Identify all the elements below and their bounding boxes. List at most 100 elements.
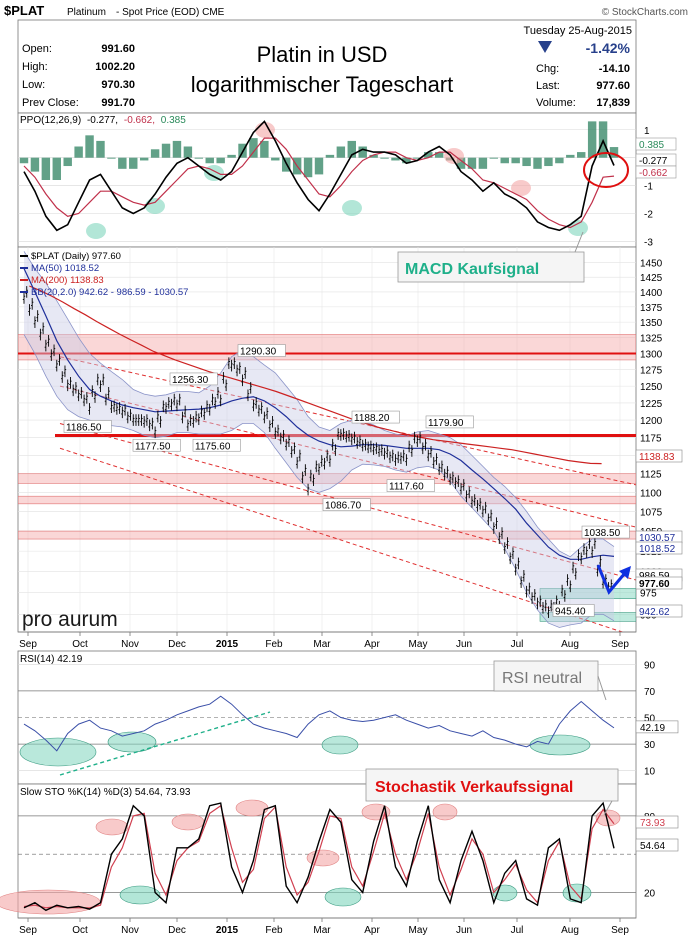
stoch-last-labels: 73.93 54.64	[635, 815, 679, 852]
legend-entry: $PLAT (Daily) 977.60	[31, 251, 121, 262]
x-tick-label: Sep	[19, 925, 37, 936]
ohlc-value: 970.30	[101, 79, 135, 91]
price-annotation: 1186.50	[66, 422, 102, 433]
ppo-hist-bar	[402, 157, 411, 164]
price-tick-label: 1350	[640, 318, 663, 329]
ppo-hist-bar	[478, 157, 488, 169]
ppo-legend-hist: 0.385	[161, 115, 186, 126]
ppo-tick-label: -2	[644, 210, 653, 221]
price-tick-label: 1175	[640, 434, 662, 445]
rsi-last-value: 42.19	[640, 723, 665, 734]
rsi-last-box	[635, 720, 679, 734]
rsi-zones	[19, 731, 591, 767]
price-tick-label: 1125	[640, 470, 662, 481]
ppo-hist-bar	[52, 157, 61, 180]
channel-line	[59, 356, 636, 486]
x-tick-label: Feb	[265, 925, 283, 936]
price-annotation-box	[63, 420, 112, 433]
instrument-desc: - Spot Price (EOD) CME	[116, 7, 225, 18]
x-tick-label: Jun	[456, 925, 472, 936]
rsi-axis: 90 70 50 30 10	[644, 660, 656, 777]
ppo-hist-bar	[555, 157, 564, 164]
symbol: $PLAT	[4, 3, 44, 18]
x-axis-bottom: Sep Oct Nov Dec 2015 Feb Mar Apr May Jun Jul Aug Sep	[18, 917, 636, 936]
price-tick-label: 1200	[640, 416, 663, 427]
ohlc-value: 991.60	[101, 43, 135, 55]
price-annotation-box	[351, 410, 400, 424]
ppo-last-box	[635, 137, 677, 151]
stat-label: Last:	[536, 80, 560, 92]
ohlc-value: 1002.20	[95, 61, 135, 73]
ppo-hist-bar	[74, 146, 83, 158]
price-tick-label: 1450	[640, 259, 663, 270]
bollinger-band-fill	[24, 251, 614, 628]
ppo-panel: PPO(12,26,9) -0.277, -0.662, 0.385 10-1-…	[17, 112, 677, 248]
ppo-hist-bar	[96, 140, 105, 158]
change-percent: -1.42%	[586, 40, 631, 56]
legend-entry: MA(50) 1018.52	[31, 263, 99, 274]
ppo-hist-bar	[336, 146, 346, 158]
macd-callout-pointer	[574, 231, 584, 253]
x-tick-label: Dec	[168, 925, 186, 936]
stoch-last-value: 73.93	[640, 818, 665, 829]
stoch-highlight	[562, 883, 592, 903]
ppo-hist-bar	[544, 157, 553, 167]
ppo-hist-bar	[347, 140, 356, 158]
ppo-legend: PPO(12,26,9) -0.277, -0.662, 0.385	[20, 115, 186, 126]
price-tick-label: 1325	[640, 334, 663, 345]
price-last-value: 1138.83	[639, 452, 675, 463]
x-tick-label: May	[409, 639, 428, 650]
chart-title-line2: logarithmischer Tageschart	[191, 72, 454, 97]
price-axis: 9509751000102510501075110011251150117512…	[640, 259, 663, 622]
ppo-hist-bar	[129, 157, 138, 169]
ppo-hist-bar	[118, 157, 127, 169]
header: $PLAT Platinum - Spot Price (EOD) CME © …	[4, 3, 688, 114]
price-last-box	[635, 604, 683, 618]
x-axis-top: Sep Oct Nov Dec 2015 Feb Mar Apr May Jun Jul Aug Sep	[18, 631, 636, 650]
rsi-line	[23, 695, 615, 752]
price-bars	[22, 286, 613, 618]
ma200-line	[29, 285, 602, 465]
ppo-hist-bar	[358, 146, 367, 158]
rsi-oversold-zone	[529, 734, 591, 756]
price-annotation-box	[237, 344, 286, 357]
ppo-hist-bar	[511, 157, 520, 164]
rsi-oversold-zone	[19, 737, 97, 767]
ppo-highlight	[511, 180, 531, 196]
ppo-hist-bar	[522, 157, 531, 167]
ppo-hist-bar	[566, 154, 575, 158]
ohlc-table: Open: 991.60 High: 1002.20 Low: 970.30 Prev Cl…	[22, 43, 135, 109]
resistance-zone	[18, 473, 636, 484]
price-annotation-box	[192, 438, 241, 452]
ppo-last-value: -0.277	[639, 156, 668, 167]
stoch-highlight	[492, 884, 518, 902]
ppo-hist-bar	[150, 149, 160, 158]
price-tick-label: 1400	[640, 288, 663, 299]
price-panel: 1186.50 1177.50 1175.60 1256.30 1290.30 1086.…	[17, 231, 683, 633]
ppo-hist-bar	[139, 157, 149, 161]
watermark-logo: pro aurum	[22, 608, 118, 631]
price-annotation: 1086.70	[325, 501, 362, 512]
x-tick-label: Oct	[72, 639, 88, 650]
x-tick-label: Oct	[72, 925, 88, 936]
x-tick-label: May	[409, 925, 428, 936]
stoch-highlight	[119, 885, 161, 905]
ppo-hist-bar	[369, 154, 378, 158]
x-tick-label: Aug	[561, 925, 579, 936]
price-last-box	[635, 576, 683, 590]
price-annotation-box	[552, 604, 595, 617]
ppo-hist-bar	[424, 152, 433, 158]
stoch-zones	[0, 799, 621, 915]
ppo-hist-bar	[194, 157, 204, 159]
price-annotation: 1117.60	[389, 482, 424, 493]
price-annotation: 1179.90	[428, 418, 464, 429]
ppo-hist-bar	[500, 157, 509, 164]
ppo-hist-bar	[271, 157, 280, 161]
stoch-last-value: 54.64	[640, 841, 665, 852]
x-tick-label: 2015	[216, 925, 239, 936]
price-annotation-box	[322, 498, 371, 511]
price-tick-label: 1425	[640, 273, 663, 284]
ppo-tick-label: -3	[644, 237, 653, 248]
legend-swatch	[20, 267, 28, 269]
stoch-last-box	[635, 838, 679, 852]
